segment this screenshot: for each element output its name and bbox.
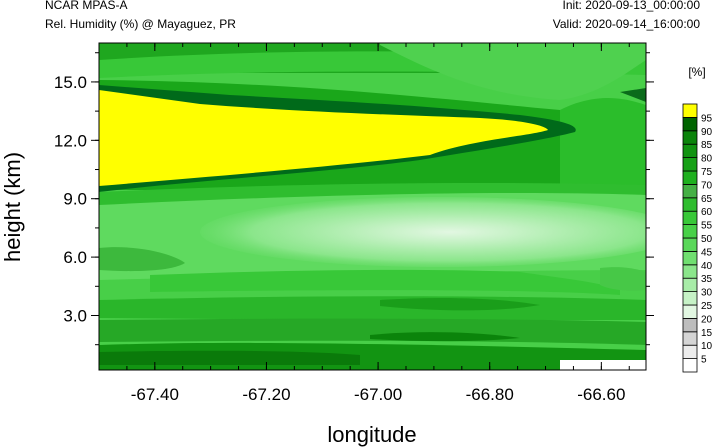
colorbar: 5 10 15 20 25 30 35 40 45 50 55 60 65 70 75 80 85 90 95 [682, 103, 712, 373]
y-axis-title: height (km) [0, 152, 25, 262]
colorbar-level-label: 55 [701, 221, 712, 232]
init-time: Init: 2020-09-13_00:00:00 [562, 0, 700, 12]
y-axis: 3.0 6.0 9.0 12.0 15.0 [54, 52, 654, 346]
x-tick-label: -67.40 [131, 385, 179, 404]
colorbar-level-label: 40 [701, 261, 712, 272]
colorbar-swatch [682, 331, 698, 346]
colorbar-swatch [682, 210, 698, 225]
colorbar-swatch [682, 291, 698, 306]
colorbar-level-label: 70 [701, 180, 712, 191]
y-tick-label: 6.0 [63, 248, 87, 267]
y-tick-label: 15.0 [54, 73, 87, 92]
x-axis-title: longitude [327, 422, 416, 447]
x-tick-label: -67.20 [242, 385, 290, 404]
x-tick-label: -66.60 [577, 385, 625, 404]
colorbar-level-label: 25 [701, 301, 712, 312]
rh-dry-core [200, 197, 646, 267]
rh-right-notch [620, 88, 646, 102]
colorbar-level-label: 35 [701, 274, 712, 285]
colorbar-swatch [682, 317, 698, 333]
colorbar-swatch [682, 130, 698, 145]
rh-band-lower [99, 296, 646, 320]
colorbar-level-label: 90 [701, 127, 712, 138]
colorbar-swatch [682, 264, 698, 279]
colorbar-swatch [682, 304, 698, 319]
y-tick-label: 12.0 [54, 131, 87, 150]
model-name: NCAR MPAS-A [45, 0, 128, 12]
colorbar-swatch [682, 250, 698, 266]
colorbar-level-label: 30 [701, 288, 712, 299]
colorbar-level-label: 15 [701, 328, 712, 339]
valid-time: Valid: 2020-09-14_16:00:00 [552, 17, 700, 31]
colorbar-level-label: 60 [701, 207, 712, 218]
x-tick-label: -67.00 [354, 385, 402, 404]
rh-band-boundary-core [370, 332, 520, 342]
colorbar-level-label: 45 [701, 247, 712, 258]
rh-band-5km [150, 269, 620, 295]
colorbar-swatch [682, 170, 698, 185]
colorbar-level-label: 5 [701, 355, 707, 366]
x-axis: -67.40 -67.20 -67.00 -66.80 -66.60 [126, 43, 630, 404]
colorbar-level-label: 10 [701, 341, 712, 352]
colorbar-level-label: 65 [701, 194, 712, 205]
y-tick-label: 9.0 [63, 190, 87, 209]
colorbar-level-label: 85 [701, 140, 712, 151]
colorbar-swatch [682, 143, 698, 158]
y-tick-label: 3.0 [63, 307, 87, 326]
contour-field [99, 43, 646, 370]
rh-band-upper-right [380, 43, 646, 100]
rh-surface-dark [99, 350, 360, 365]
colorbar-swatch [682, 277, 698, 293]
rh-band-lower-core [380, 297, 540, 311]
colorbar-level-label: 20 [701, 314, 712, 325]
rh-saturated-layer-95 [99, 90, 548, 186]
x-tick-label: -66.80 [466, 385, 514, 404]
colorbar-swatch [682, 197, 698, 212]
rh-band-right-edge [560, 98, 646, 190]
rh-surface-gap [560, 360, 646, 370]
colorbar-swatch [682, 237, 698, 252]
colorbar-level-label: 50 [701, 234, 712, 245]
colorbar-swatch [682, 103, 698, 118]
rh-right-patch [600, 267, 646, 291]
colorbar-level-label: 80 [701, 154, 712, 165]
rh-lower-left-patch [99, 247, 185, 272]
plot-frame [98, 42, 647, 371]
colorbar-level-label: 75 [701, 167, 712, 178]
colorbar-swatch [682, 344, 698, 360]
colorbar-swatch [682, 117, 698, 132]
field-title: Rel. Humidity (%) @ Mayaguez, PR [45, 17, 236, 31]
colorbar-swatch [682, 224, 698, 239]
colorbar-swatch [682, 183, 698, 199]
colorbar-level-label: 95 [701, 113, 712, 124]
colorbar-unit-label: [%] [688, 65, 705, 79]
colorbar-swatch [682, 157, 698, 172]
colorbar-swatch [682, 358, 698, 373]
